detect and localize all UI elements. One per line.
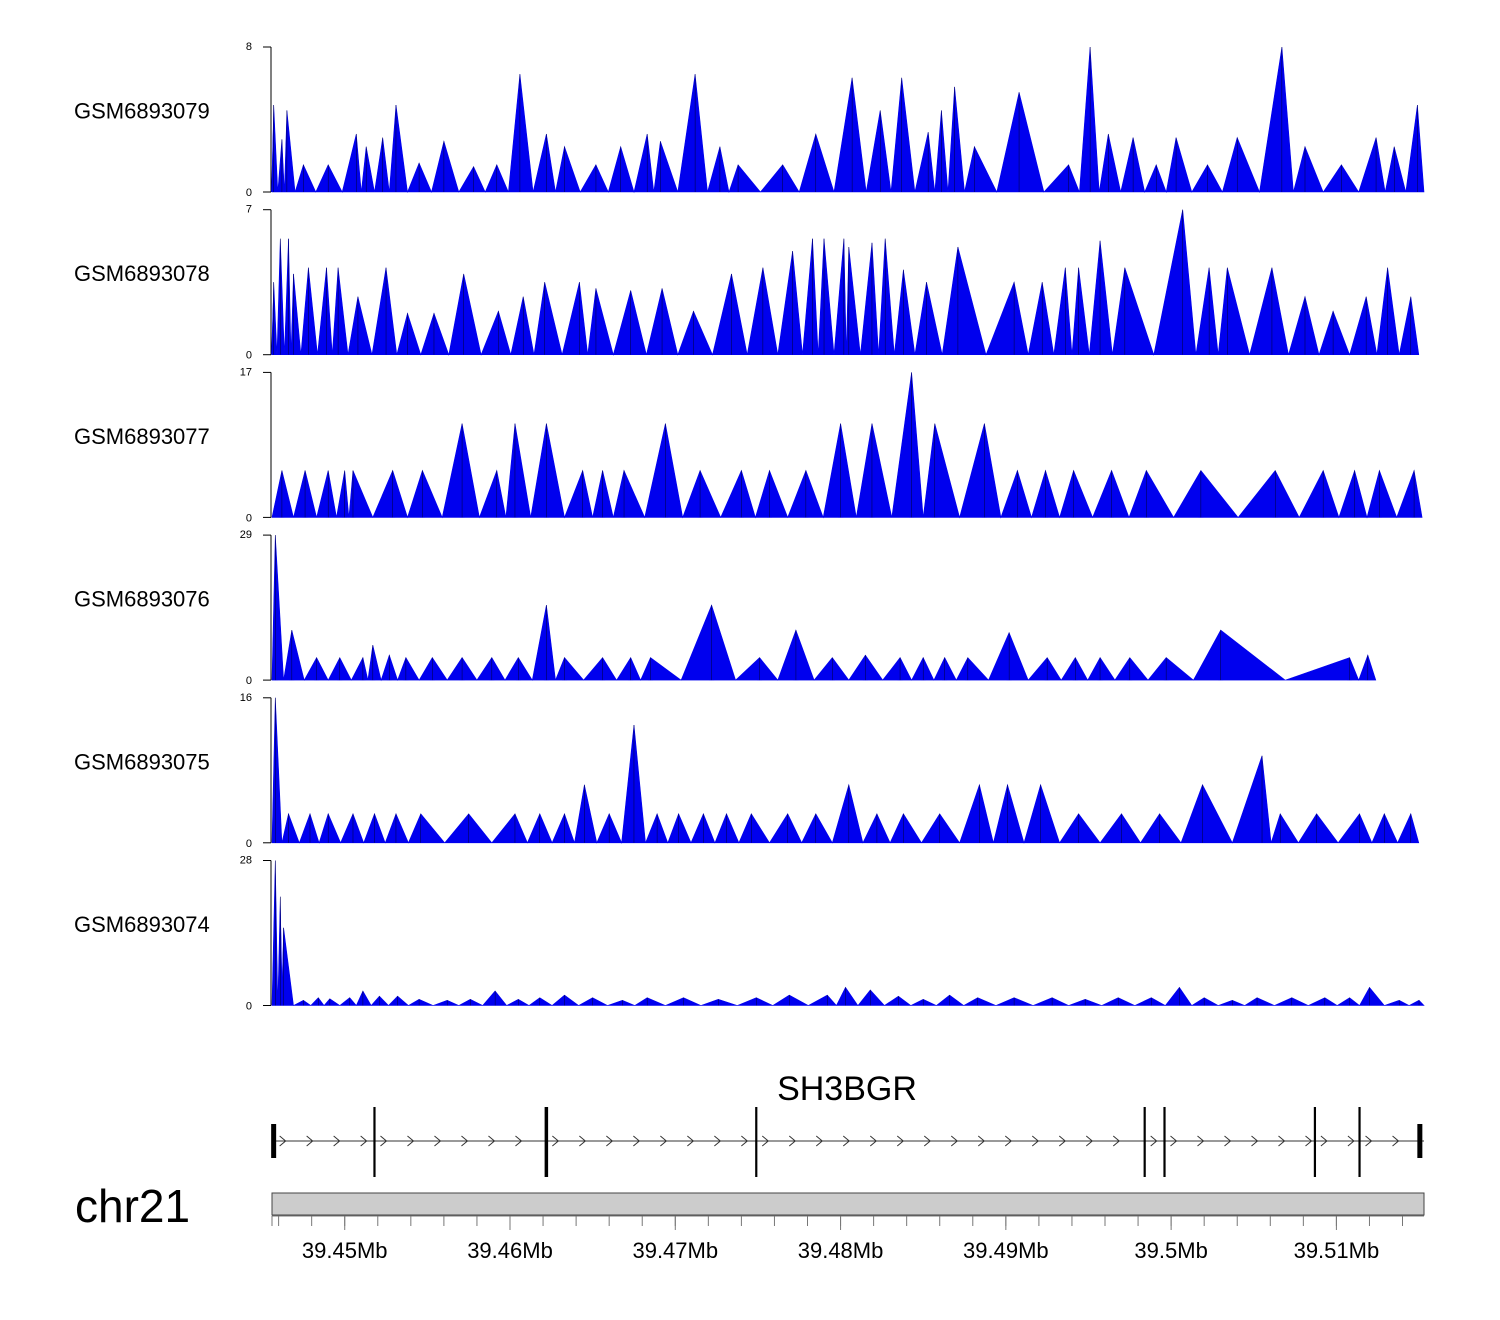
track-label: GSM6893078 bbox=[74, 261, 210, 286]
strand-chevron bbox=[407, 1135, 415, 1147]
strand-chevron bbox=[950, 1135, 959, 1147]
strand-chevron bbox=[923, 1135, 932, 1147]
exon-block bbox=[1143, 1107, 1146, 1177]
track-label: GSM6893079 bbox=[74, 99, 210, 124]
strand-chevron bbox=[741, 1135, 749, 1147]
strand-chevron bbox=[306, 1135, 314, 1147]
chromosome-label: chr21 bbox=[75, 1180, 190, 1232]
coverage-track-GSM6893075: GSM6893075 16 0 bbox=[74, 692, 1420, 850]
track-label: GSM6893074 bbox=[74, 912, 210, 937]
strand-chevron bbox=[461, 1135, 469, 1147]
strand-chevron bbox=[515, 1135, 523, 1147]
y-tick-label-min: 0 bbox=[246, 187, 252, 199]
strand-chevron bbox=[279, 1135, 287, 1147]
gene-track: SH3BGR bbox=[271, 1070, 1424, 1177]
strand-chevron bbox=[1112, 1135, 1121, 1147]
exon-block bbox=[373, 1107, 376, 1177]
strand-chevron bbox=[360, 1135, 368, 1147]
strand-chevron bbox=[579, 1135, 587, 1147]
y-tick-label-max: 29 bbox=[240, 529, 252, 541]
coverage-area bbox=[271, 535, 1377, 682]
x-tick-label: 39.48Mb bbox=[798, 1238, 884, 1263]
strand-chevron bbox=[1170, 1135, 1178, 1147]
strand-chevron bbox=[1085, 1135, 1094, 1147]
strand-chevron bbox=[1278, 1135, 1286, 1147]
strand-chevron bbox=[380, 1135, 388, 1147]
strand-chevron bbox=[1058, 1135, 1067, 1147]
strand-chevron bbox=[869, 1135, 878, 1147]
gene-name-label: SH3BGR bbox=[777, 1070, 917, 1108]
coverage-tracks: GSM689307980GSM689307870GSM6893077170GSM… bbox=[74, 41, 1425, 1013]
coverage-area bbox=[271, 860, 1425, 1007]
y-tick-label-max: 8 bbox=[246, 41, 252, 53]
strand-chevron bbox=[842, 1135, 851, 1147]
strand-chevron bbox=[1305, 1135, 1313, 1147]
strand-chevron bbox=[1150, 1135, 1158, 1147]
strand-chevron bbox=[1004, 1135, 1013, 1147]
y-tick-label-max: 16 bbox=[240, 692, 252, 704]
strand-chevron bbox=[1365, 1135, 1373, 1147]
y-tick-label-min: 0 bbox=[246, 838, 252, 850]
x-tick-label: 39.45Mb bbox=[302, 1238, 388, 1263]
x-tick-label: 39.49Mb bbox=[963, 1238, 1049, 1263]
x-tick-label: 39.46Mb bbox=[467, 1238, 553, 1263]
strand-chevron bbox=[1197, 1135, 1205, 1147]
track-label: GSM6893077 bbox=[74, 424, 210, 449]
exon-block bbox=[1417, 1124, 1423, 1158]
y-tick-label-min: 0 bbox=[246, 512, 252, 524]
strand-chevron bbox=[1347, 1135, 1355, 1147]
strand-chevron bbox=[434, 1135, 442, 1147]
x-tick-label: 39.47Mb bbox=[632, 1238, 718, 1263]
y-tick-label-max: 28 bbox=[240, 855, 252, 867]
x-tick-label: 39.5Mb bbox=[1134, 1238, 1207, 1263]
exon-block bbox=[1313, 1107, 1317, 1177]
coverage-area bbox=[271, 372, 1423, 519]
coverage-track-GSM6893077: GSM6893077 17 0 bbox=[74, 366, 1423, 524]
strand-chevron bbox=[761, 1135, 770, 1147]
strand-chevron bbox=[714, 1135, 722, 1147]
strand-chevron bbox=[1031, 1135, 1040, 1147]
coverage-track-GSM6893079: GSM6893079 8 0 bbox=[74, 41, 1425, 199]
strand-chevron bbox=[788, 1135, 797, 1147]
coverage-area bbox=[271, 46, 1425, 194]
strand-chevron bbox=[488, 1135, 496, 1147]
strand-chevron bbox=[333, 1135, 341, 1147]
coverage-track-GSM6893078: GSM6893078 7 0 bbox=[74, 204, 1420, 362]
exon-block bbox=[755, 1107, 758, 1177]
y-tick-label-max: 7 bbox=[246, 204, 252, 216]
exon-block bbox=[271, 1124, 277, 1158]
x-tick-label: 39.51Mb bbox=[1294, 1238, 1380, 1263]
coverage-track-GSM6893076: GSM6893076 29 0 bbox=[74, 529, 1377, 687]
strand-chevron bbox=[1224, 1135, 1232, 1147]
coverage-track-GSM6893074: GSM6893074 28 0 bbox=[74, 855, 1425, 1013]
strand-chevron bbox=[896, 1135, 905, 1147]
y-tick-label-max: 17 bbox=[240, 366, 252, 378]
strand-chevron bbox=[606, 1135, 614, 1147]
strand-chevron bbox=[1392, 1135, 1400, 1147]
coverage-area bbox=[271, 697, 1420, 844]
strand-chevron bbox=[660, 1135, 668, 1147]
exon-block bbox=[1163, 1107, 1166, 1177]
strand-chevron bbox=[977, 1135, 986, 1147]
strand-chevron bbox=[815, 1135, 824, 1147]
y-tick-label-min: 0 bbox=[246, 350, 252, 362]
strand-chevron bbox=[633, 1135, 641, 1147]
genome-axis: chr21 39.45Mb 39.46Mb 39.47Mb 39.48Mb 39.49M… bbox=[75, 1180, 1425, 1263]
coverage-area bbox=[271, 209, 1420, 356]
y-tick-label-min: 0 bbox=[246, 1001, 252, 1013]
track-label: GSM6893075 bbox=[74, 749, 210, 774]
strand-chevron bbox=[1320, 1135, 1328, 1147]
strand-chevron bbox=[687, 1135, 695, 1147]
exon-block bbox=[1358, 1107, 1361, 1177]
y-tick-label-min: 0 bbox=[246, 675, 252, 687]
exon-block bbox=[544, 1107, 549, 1177]
strand-chevron bbox=[552, 1135, 560, 1147]
track-label: GSM6893076 bbox=[74, 587, 210, 612]
strand-chevron bbox=[1251, 1135, 1259, 1147]
chromosome-ideogram-bar bbox=[271, 1192, 1425, 1216]
